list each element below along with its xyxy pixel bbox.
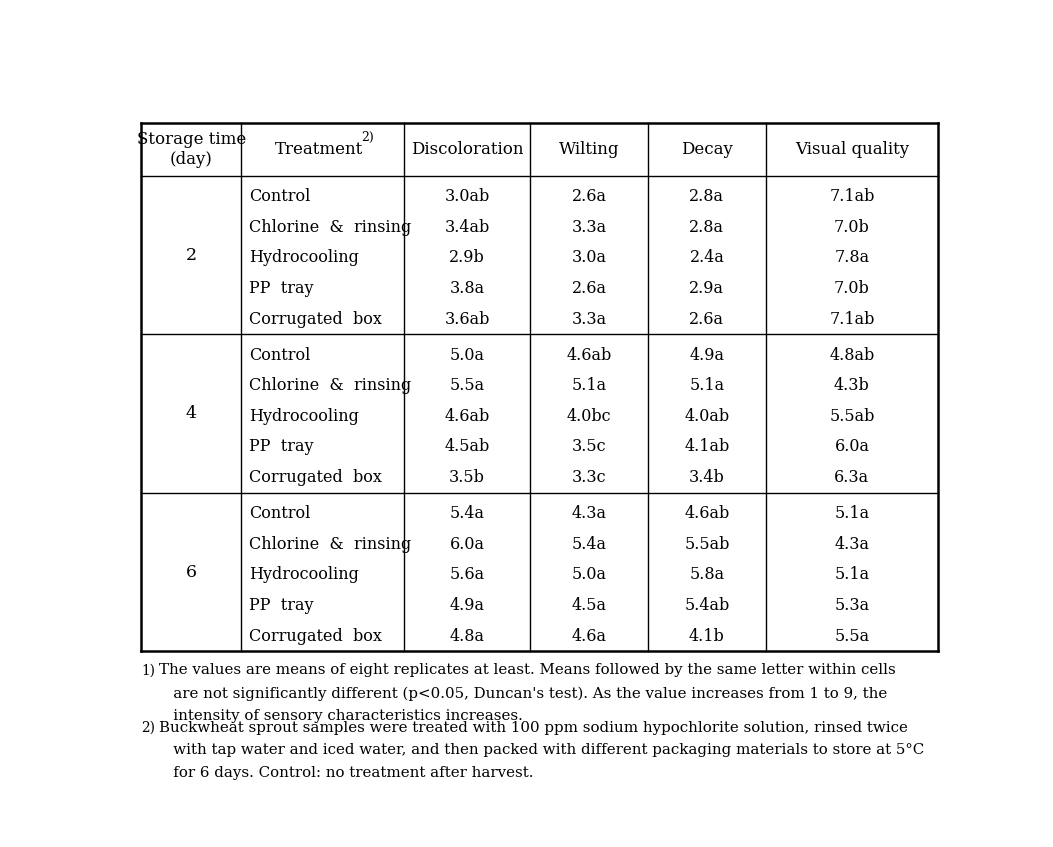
Text: 4.0bc: 4.0bc [567,407,612,425]
Text: 7.1ab: 7.1ab [829,311,875,328]
Text: 2: 2 [185,246,197,263]
Text: 2.9b: 2.9b [450,249,485,266]
Text: 2.8a: 2.8a [690,188,724,205]
Text: 7.1ab: 7.1ab [829,188,875,205]
Text: 4.3a: 4.3a [572,505,607,522]
Text: 5.4a: 5.4a [450,505,484,522]
Text: 6: 6 [185,564,197,581]
Text: PP  tray: PP tray [250,280,314,297]
Text: 5.4a: 5.4a [572,535,607,552]
Text: 4: 4 [185,405,197,422]
Text: 5.4ab: 5.4ab [684,597,730,614]
Text: Corrugated  box: Corrugated box [250,311,382,328]
Text: 4.6a: 4.6a [572,628,607,645]
Text: 4.8ab: 4.8ab [830,346,874,363]
Text: 4.5a: 4.5a [572,597,607,614]
Text: 2.8a: 2.8a [690,219,724,235]
Text: 5.5a: 5.5a [450,377,484,394]
Text: 2): 2) [141,721,156,734]
Text: 3.3c: 3.3c [572,469,607,486]
Text: 3.0a: 3.0a [572,249,607,266]
Text: 5.5a: 5.5a [834,628,870,645]
Text: Discoloration: Discoloration [411,141,523,158]
Text: 3.6ab: 3.6ab [444,311,490,328]
Text: 3.5c: 3.5c [572,439,607,456]
Text: 2.4a: 2.4a [690,249,724,266]
Text: 4.6ab: 4.6ab [567,346,612,363]
Text: The values are means of eight replicates at least. Means followed by the same le: The values are means of eight replicates… [159,663,896,723]
Text: Hydrocooling: Hydrocooling [250,249,359,266]
Text: 5.5ab: 5.5ab [829,407,875,425]
Text: 3.8a: 3.8a [450,280,484,297]
Text: PP  tray: PP tray [250,597,314,614]
Text: 4.0ab: 4.0ab [684,407,730,425]
Text: Control: Control [250,505,311,522]
Text: 4.6ab: 4.6ab [444,407,490,425]
Text: 1): 1) [141,663,156,677]
Text: Chlorine  &  rinsing: Chlorine & rinsing [250,535,412,552]
Text: 6.0a: 6.0a [834,439,870,456]
Text: Decay: Decay [681,141,733,158]
Text: 2.9a: 2.9a [690,280,724,297]
Text: 7.0b: 7.0b [834,280,870,297]
Text: Corrugated  box: Corrugated box [250,628,382,645]
Text: 6.0a: 6.0a [450,535,484,552]
Text: Control: Control [250,188,311,205]
Text: Wilting: Wilting [559,141,619,158]
Text: 7.0b: 7.0b [834,219,870,235]
Text: 4.1ab: 4.1ab [684,439,730,456]
Text: Visual quality: Visual quality [795,141,909,158]
Text: 5.1a: 5.1a [834,567,870,584]
Text: Hydrocooling: Hydrocooling [250,407,359,425]
Text: Chlorine  &  rinsing: Chlorine & rinsing [250,219,412,235]
Text: 4.9a: 4.9a [690,346,724,363]
Text: 3.0ab: 3.0ab [444,188,490,205]
Text: 4.3a: 4.3a [834,535,870,552]
Text: 2): 2) [361,131,374,144]
Text: 4.9a: 4.9a [450,597,484,614]
Text: 4.1b: 4.1b [689,628,724,645]
Text: PP  tray: PP tray [250,439,314,456]
Text: 3.3a: 3.3a [572,219,607,235]
Text: 3.5b: 3.5b [450,469,485,486]
Text: 5.3a: 5.3a [834,597,870,614]
Text: 3.4b: 3.4b [689,469,724,486]
Text: 4.6ab: 4.6ab [684,505,730,522]
Text: Storage time
(day): Storage time (day) [137,131,245,168]
Text: Hydrocooling: Hydrocooling [250,567,359,584]
Text: Control: Control [250,346,311,363]
Text: 7.8a: 7.8a [834,249,870,266]
Text: 4.3b: 4.3b [834,377,870,394]
Text: 2.6a: 2.6a [690,311,724,328]
Text: 6.3a: 6.3a [834,469,870,486]
Text: 2.6a: 2.6a [572,188,607,205]
Text: 4.5ab: 4.5ab [444,439,490,456]
Text: Corrugated  box: Corrugated box [250,469,382,486]
Text: 3.4ab: 3.4ab [444,219,490,235]
Text: Buckwheat sprout samples were treated with 100 ppm sodium hypochlorite solution,: Buckwheat sprout samples were treated wi… [159,721,925,780]
Text: 2.6a: 2.6a [572,280,607,297]
Text: 5.6a: 5.6a [450,567,484,584]
Text: 5.0a: 5.0a [450,346,484,363]
Text: 5.8a: 5.8a [690,567,724,584]
Text: 4.8a: 4.8a [450,628,484,645]
Text: 3.3a: 3.3a [572,311,607,328]
Text: Chlorine  &  rinsing: Chlorine & rinsing [250,377,412,394]
Text: 5.1a: 5.1a [690,377,724,394]
Text: 5.1a: 5.1a [572,377,607,394]
Text: 5.1a: 5.1a [834,505,870,522]
Text: Treatment: Treatment [275,141,362,158]
Text: 5.5ab: 5.5ab [684,535,730,552]
Text: 5.0a: 5.0a [572,567,607,584]
